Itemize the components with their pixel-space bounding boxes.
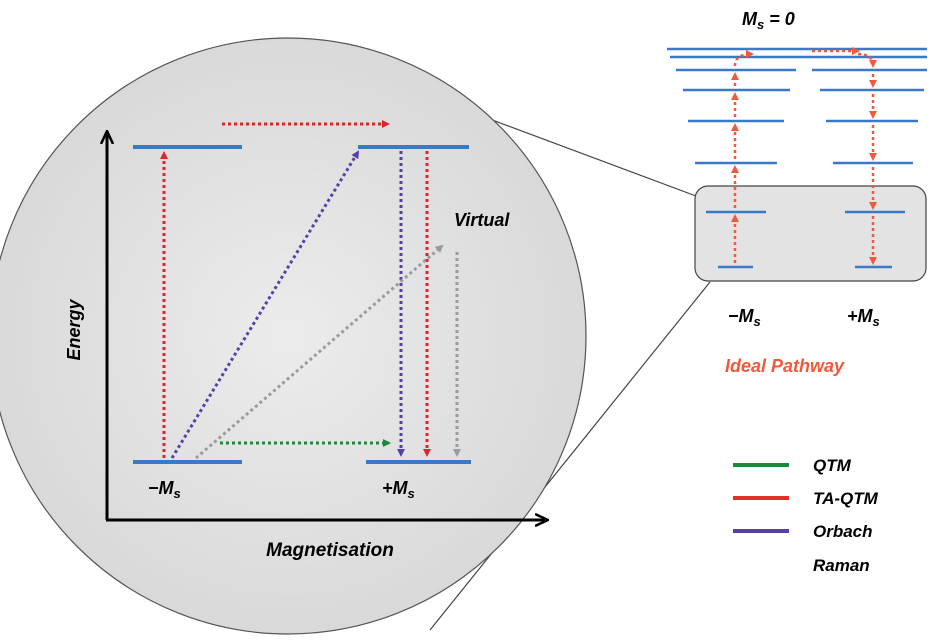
legend-label-qtm: QTM [813,456,852,475]
plus-ms-label: +Ms [382,478,415,501]
raman-arrow-up [195,244,444,460]
magnetisation-axis-label: Magnetisation [266,540,394,561]
ladder-minus-ms-label: −Ms [728,306,761,329]
legend-label-raman: Raman [813,556,870,575]
ms-zero-label: Ms = 0 [742,9,795,32]
pathway-arrow-curve-down [857,52,877,68]
virtual-label: Virtual [454,210,510,230]
ground-states-box [694,185,927,282]
legend-label-ta-qtm: TA-QTM [813,489,879,508]
zoom-circle [0,37,587,635]
ideal-pathway-arrows [731,47,877,265]
legend-label-orbach: Orbach [813,522,873,541]
legend: QTM TA-QTM Orbach Raman [733,456,879,575]
minus-ms-label: −Ms [148,478,181,501]
ladder-levels [667,47,927,165]
energy-axis-label: Energy [64,299,84,361]
pathway-arrow-curve-up [733,50,754,67]
zoom-connector-bottom [429,281,711,631]
ideal-pathway-caption: Ideal Pathway [725,356,845,376]
ladder-plus-ms-label: +Ms [847,306,880,329]
